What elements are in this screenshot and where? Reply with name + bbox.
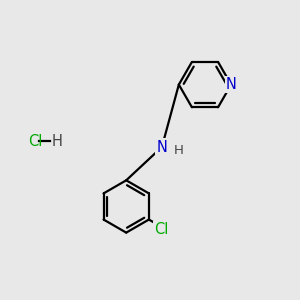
Text: Cl: Cl xyxy=(28,134,43,148)
Text: N: N xyxy=(226,77,237,92)
Text: N: N xyxy=(157,140,167,154)
Text: H: H xyxy=(52,134,63,148)
Text: H: H xyxy=(174,144,184,157)
Text: Cl: Cl xyxy=(154,222,168,237)
